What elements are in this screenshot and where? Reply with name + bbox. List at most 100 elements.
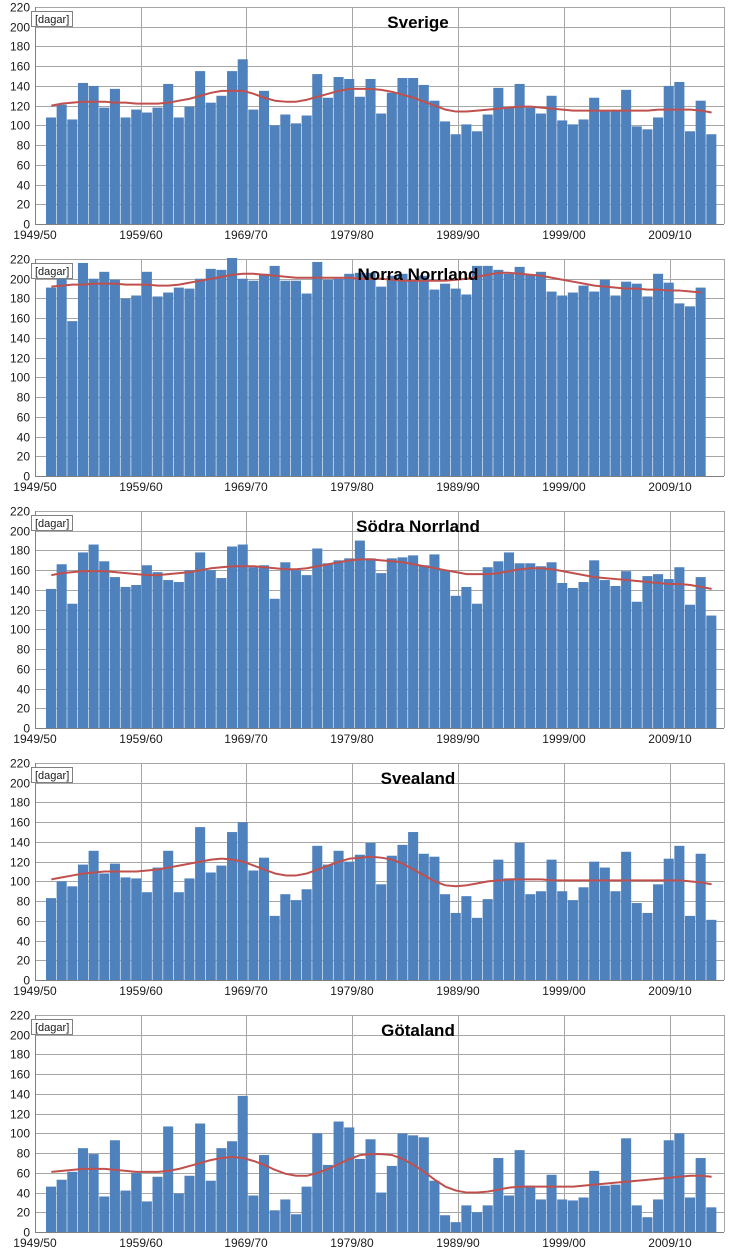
data-bar <box>131 878 142 980</box>
y-tick-label: 200 <box>10 21 30 35</box>
data-bar <box>599 110 610 224</box>
data-bar <box>695 1158 706 1232</box>
y-tick-label: 200 <box>10 525 30 539</box>
data-bar <box>141 271 152 476</box>
data-bar <box>173 582 184 728</box>
data-bar <box>322 864 333 980</box>
y-tick-label: 140 <box>10 584 30 598</box>
data-bar <box>589 291 600 476</box>
data-bar <box>450 134 461 224</box>
x-tick-label: 1949/50 <box>13 984 57 998</box>
y-tick-label: 100 <box>10 875 30 889</box>
y-tick-label: 180 <box>10 796 30 810</box>
y-tick-label: 120 <box>10 604 30 618</box>
data-bar <box>514 266 525 476</box>
trend-line <box>51 1153 712 1194</box>
data-bar <box>631 283 642 476</box>
data-bar <box>227 1141 238 1232</box>
data-bar <box>695 577 706 728</box>
data-bar <box>290 900 301 980</box>
data-bar <box>621 281 632 476</box>
y-tick-label: 80 <box>17 643 31 657</box>
data-bar <box>440 894 451 980</box>
trend-line <box>51 271 702 294</box>
data-bar <box>461 1205 472 1232</box>
chart-panel-4: 0 20 40 60 80 100 120 140 160 180 200 220 1949/50 195… <box>10 757 725 998</box>
data-bar <box>503 1195 514 1232</box>
data-bar <box>472 265 483 476</box>
data-bar <box>450 288 461 476</box>
data-bar <box>46 898 57 980</box>
data-bar <box>567 124 578 224</box>
data-bar <box>312 1133 323 1232</box>
data-bar <box>195 827 206 980</box>
data-bar <box>269 1210 280 1232</box>
data-bar <box>152 296 163 476</box>
data-bar <box>333 1121 344 1232</box>
data-bar <box>173 1193 184 1232</box>
data-bar <box>546 562 557 728</box>
x-tick-label: 1969/70 <box>224 480 268 494</box>
y-tick-label: 0 <box>23 974 30 988</box>
x-tick-label: 1989/90 <box>436 228 480 242</box>
data-bar <box>237 1095 248 1232</box>
data-bar <box>546 95 557 225</box>
data-bar <box>354 272 365 476</box>
data-bar <box>248 109 259 224</box>
data-bar <box>322 1164 333 1232</box>
data-bar <box>301 575 312 728</box>
y-tick-label: 160 <box>10 312 30 326</box>
chart-panel-2: 0 20 40 60 80 100 120 140 160 180 200 220 1949/50 195… <box>10 253 725 494</box>
unit-box <box>31 11 73 27</box>
data-bar <box>663 1140 674 1232</box>
unit-label: [dagar] <box>35 266 69 278</box>
chart-panel-1: 0 20 40 60 80 100 120 140 160 180 200 220 1949/50 195… <box>10 1 725 242</box>
y-tick-label: 220 <box>10 757 30 771</box>
y-tick-label: 200 <box>10 273 30 287</box>
data-bar <box>184 570 195 728</box>
data-bar <box>386 558 397 728</box>
data-bar <box>344 79 355 224</box>
x-tick-label: 1979/80 <box>330 480 374 494</box>
data-bar <box>674 81 685 225</box>
data-bar <box>706 1207 717 1232</box>
unit-box <box>31 1019 73 1035</box>
data-bar <box>642 129 653 224</box>
data-bar <box>567 587 578 728</box>
data-bar <box>685 1197 696 1232</box>
data-bar <box>546 859 557 980</box>
data-bar <box>546 1174 557 1232</box>
y-tick-label: 100 <box>10 623 30 637</box>
data-bar <box>695 853 706 980</box>
data-bar <box>248 567 259 728</box>
y-tick-label: 60 <box>17 159 31 173</box>
data-bar <box>280 562 291 728</box>
data-bar <box>131 295 142 476</box>
data-bar <box>418 565 429 728</box>
data-bar <box>227 258 238 476</box>
data-bar <box>535 891 546 980</box>
data-bar <box>301 1186 312 1232</box>
x-tick-label: 1999/00 <box>542 1236 586 1250</box>
data-bar <box>408 78 419 225</box>
data-bar <box>653 574 664 728</box>
data-bar <box>482 265 493 476</box>
x-tick-label: 1949/50 <box>13 1236 57 1250</box>
y-tick-label: 40 <box>17 683 31 697</box>
y-tick-label: 20 <box>17 1206 31 1220</box>
unit-label: [dagar] <box>35 770 69 782</box>
data-bar <box>397 1133 408 1232</box>
data-bar <box>141 892 152 980</box>
x-tick-label: 1999/00 <box>542 732 586 746</box>
data-bar <box>216 269 227 476</box>
data-bar <box>88 278 99 476</box>
data-bar <box>685 131 696 224</box>
data-bar <box>237 544 248 728</box>
data-bar <box>482 1205 493 1232</box>
y-tick-label: 220 <box>10 253 30 267</box>
data-bar <box>195 278 206 476</box>
data-bar <box>653 1199 664 1232</box>
data-bar <box>557 120 568 224</box>
data-bar <box>216 95 227 225</box>
